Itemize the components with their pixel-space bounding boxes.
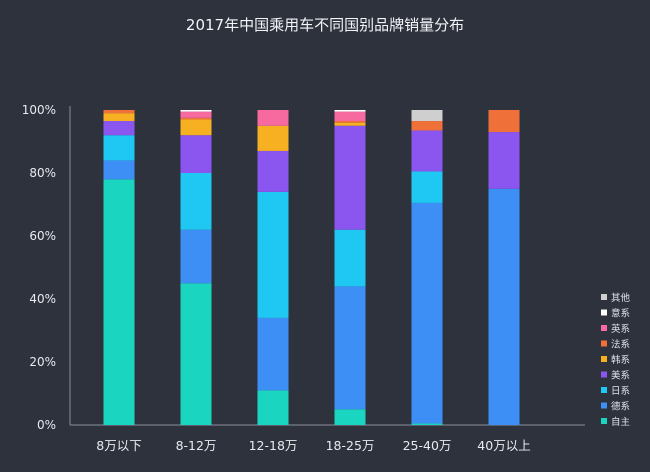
chart-title: 2017年中国乘用车不同国别品牌销量分布 <box>185 16 465 34</box>
bar-segment <box>180 229 212 284</box>
bar-segment <box>334 125 366 230</box>
legend-swatch <box>601 387 607 393</box>
bar-segment <box>180 110 212 112</box>
bar-segment <box>103 135 135 161</box>
legend-label: 美系 <box>611 370 630 382</box>
bar-segment <box>334 121 366 123</box>
legend-swatch <box>601 340 607 347</box>
legend-swatch <box>601 371 607 378</box>
bar-segment <box>257 150 289 192</box>
x-tick-label: 12-18万 <box>249 438 298 453</box>
bar-segment <box>180 173 212 230</box>
legend-label: 英系 <box>611 323 630 335</box>
x-tick-label: 40万以上 <box>477 438 530 453</box>
legend-label: 日系 <box>611 386 630 397</box>
bar-segment <box>488 188 520 425</box>
bar-segment <box>411 121 443 131</box>
bar-segment <box>103 113 135 122</box>
y-tick-label: 80% <box>29 166 56 180</box>
y-tick-label: 60% <box>29 229 56 243</box>
legend-label: 自主 <box>611 416 630 428</box>
y-tick-label: 40% <box>29 292 56 306</box>
bar-segment <box>488 110 520 133</box>
bar-segment <box>103 160 135 180</box>
bar-segment <box>411 110 443 122</box>
legend-label: 韩系 <box>611 354 630 366</box>
bar-segment <box>411 202 443 424</box>
x-tick-label: 25-40万 <box>403 438 452 453</box>
bar-segment <box>411 423 443 425</box>
bar-segment <box>180 283 212 425</box>
bar-segment <box>411 130 443 172</box>
legend-swatch <box>601 294 607 300</box>
legend-swatch <box>601 418 607 424</box>
x-tick-label: 18-25万 <box>326 438 375 453</box>
legend-swatch <box>601 309 607 316</box>
legend-label: 意系 <box>611 308 630 320</box>
bar-segment <box>103 179 135 425</box>
bar-segment <box>334 409 366 425</box>
bar-segment <box>257 191 289 318</box>
bar-segment <box>257 390 289 425</box>
bar-segment <box>257 125 289 151</box>
bar-segment <box>334 286 366 410</box>
bar-segment <box>411 171 443 203</box>
bar-segment <box>334 122 366 126</box>
bar-segment <box>334 110 366 112</box>
bar-segment <box>488 132 520 189</box>
bar-segment <box>334 229 366 287</box>
bar-segment <box>334 111 366 122</box>
y-tick-label: 100% <box>22 103 56 117</box>
bar-segment <box>257 317 289 391</box>
legend-swatch <box>601 356 607 362</box>
bar-segment <box>257 110 289 126</box>
x-tick-label: 8-12万 <box>176 438 217 453</box>
bar-segment <box>180 119 212 136</box>
bar-segment <box>103 110 135 114</box>
y-tick-label: 0% <box>37 418 56 432</box>
legend-label: 法系 <box>611 339 630 351</box>
bar-segment <box>103 121 135 136</box>
legend-swatch <box>601 402 607 409</box>
bar-segment <box>180 135 212 173</box>
x-tick-label: 8万以下 <box>96 438 141 453</box>
bar-segment <box>180 111 212 118</box>
legend-label: 其他 <box>611 292 631 304</box>
y-tick-label: 20% <box>29 355 56 369</box>
bar-segment <box>180 117 212 120</box>
legend-label: 德系 <box>611 401 630 413</box>
legend-swatch <box>601 325 607 331</box>
